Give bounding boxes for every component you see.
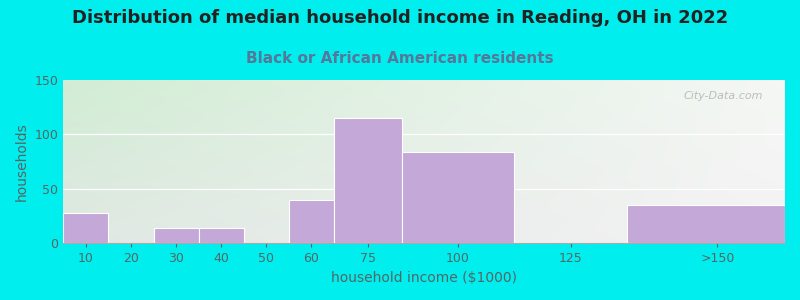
Bar — [627, 205, 785, 243]
Bar — [334, 118, 402, 243]
Bar — [63, 213, 108, 243]
Bar — [402, 152, 514, 243]
X-axis label: household income ($1000): household income ($1000) — [331, 271, 517, 285]
Text: Distribution of median household income in Reading, OH in 2022: Distribution of median household income … — [72, 9, 728, 27]
Bar — [289, 200, 334, 243]
Bar — [198, 228, 244, 243]
Text: Black or African American residents: Black or African American residents — [246, 51, 554, 66]
Y-axis label: households: households — [15, 122, 29, 201]
Bar — [154, 228, 198, 243]
Text: City-Data.com: City-Data.com — [684, 92, 763, 101]
